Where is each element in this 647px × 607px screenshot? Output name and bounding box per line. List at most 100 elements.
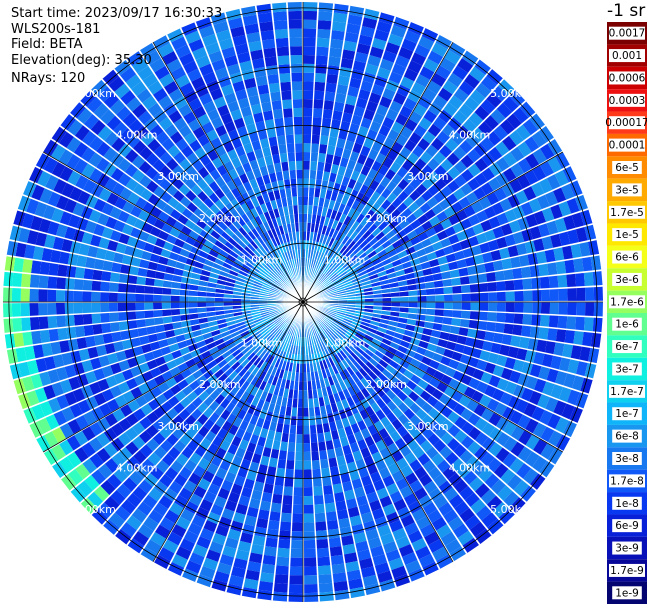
bin-cell (350, 351, 360, 361)
bin-cell (381, 337, 392, 346)
bin-cell (369, 413, 380, 424)
bin-cell (347, 240, 356, 250)
colorbar-unit: -1 sr (607, 1, 645, 21)
bin-cell (360, 398, 371, 409)
bin-cell (480, 75, 497, 92)
bin-cell (380, 199, 392, 210)
bin-cell (373, 261, 384, 270)
colorbar-label: 0.0006 (609, 72, 646, 84)
bin-cell (471, 127, 486, 142)
bin-cell (339, 223, 347, 234)
bin-cell (303, 249, 306, 258)
bin-cell (370, 190, 381, 202)
bin-cell (334, 174, 344, 185)
bin-cell (314, 314, 322, 322)
bin-cell (499, 391, 513, 406)
bin-cell (379, 253, 390, 262)
bin-cell (328, 227, 335, 238)
bin-cell (385, 108, 399, 121)
bin-cell (325, 282, 334, 289)
bin-cell (481, 167, 495, 182)
bin-cell (344, 356, 353, 367)
bin-cell (389, 161, 401, 174)
bin-cell (448, 516, 464, 531)
bin-cell (338, 256, 347, 265)
bin-cell (399, 105, 413, 119)
bin-cell (336, 351, 345, 362)
bin-cell (417, 95, 432, 110)
bin-cell (475, 329, 487, 340)
bin-cell (539, 276, 550, 289)
bin-cell (345, 265, 355, 273)
bin-cell (458, 326, 469, 337)
bin-cell (487, 457, 502, 473)
bin-cell (415, 276, 425, 284)
bin-cell (404, 30, 421, 44)
bin-cell (321, 277, 330, 285)
bin-cell (421, 401, 434, 414)
bin-cell (558, 302, 568, 315)
bin-cell (313, 99, 324, 109)
bin-cell (431, 42, 448, 57)
bin-cell (500, 222, 513, 236)
bin-cell (540, 289, 551, 302)
bin-cell (558, 288, 568, 301)
bin-cell (499, 118, 515, 135)
bin-cell (409, 235, 421, 246)
bin-cell (521, 325, 532, 337)
bin-cell (315, 64, 327, 74)
bin-cell (444, 49, 461, 65)
bin-cell (334, 316, 344, 322)
bin-cell (368, 370, 378, 381)
bin-cell (366, 129, 378, 141)
bin-cell (533, 210, 547, 225)
bin-cell (355, 302, 365, 305)
bin-cell (369, 253, 380, 263)
bin-cell (560, 183, 575, 200)
bin-cell (391, 418, 403, 431)
bin-cell (339, 120, 351, 132)
bin-cell (337, 129, 348, 140)
bin-cell (481, 511, 498, 528)
bin-cell (442, 278, 453, 287)
bin-cell (478, 311, 489, 321)
bin-cell (321, 319, 330, 327)
bin-cell (515, 189, 529, 205)
bin-cell (316, 161, 325, 172)
bin-cell (524, 240, 536, 254)
bin-cell (477, 320, 488, 331)
bin-cell (495, 172, 509, 187)
bin-cell (373, 297, 383, 302)
bin-cell (382, 435, 395, 447)
bin-cell (310, 223, 316, 233)
bin-cell (413, 352, 424, 362)
bin-cell (477, 121, 493, 136)
bin-cell (426, 302, 436, 309)
bin-cell (352, 318, 362, 324)
bin-cell (402, 171, 415, 184)
bin-cell (331, 21, 347, 32)
bin-cell (363, 176, 374, 188)
bin-cell (362, 364, 372, 374)
bin-cell (377, 326, 387, 334)
bin-cell (303, 196, 309, 206)
bin-cell (492, 501, 509, 518)
bin-cell (332, 262, 341, 271)
bin-cell (479, 292, 489, 302)
bin-cell (447, 260, 459, 271)
bin-cell (429, 336, 440, 346)
bin-cell (524, 169, 539, 185)
bin-cell (512, 267, 523, 279)
bin-cell (513, 359, 525, 372)
bin-cell (414, 225, 425, 236)
bin-cell (334, 264, 343, 273)
bin-cell (409, 402, 422, 414)
bin-cell (322, 108, 333, 119)
bin-cell (457, 530, 475, 546)
bin-cell (486, 495, 503, 512)
bin-cell (361, 17, 378, 29)
bin-cell (415, 408, 428, 421)
bin-cell (464, 96, 480, 112)
bin-cell (362, 283, 372, 289)
bin-cell (409, 414, 422, 427)
